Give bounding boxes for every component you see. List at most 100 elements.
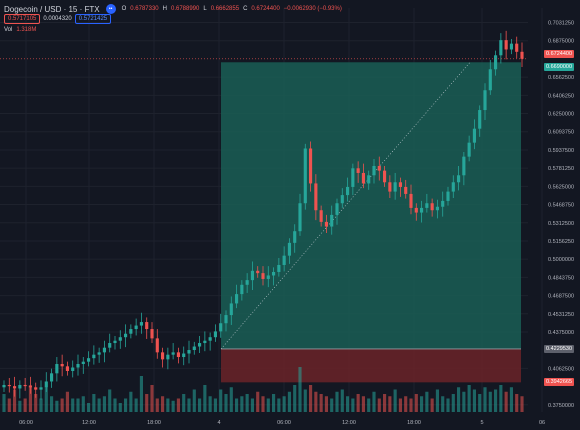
volume-bar — [245, 394, 249, 412]
low-value: 0.6662855 — [210, 6, 240, 12]
volume-bar — [18, 400, 22, 412]
candle-body — [404, 186, 408, 194]
candle-body — [28, 386, 32, 388]
volume-bar — [192, 389, 196, 412]
candle-body — [92, 354, 96, 359]
candle-body — [330, 214, 334, 227]
candle-body — [499, 40, 503, 56]
y-tick-label: 0.4687500 — [548, 294, 574, 300]
volume-bar — [319, 394, 323, 412]
candle-body — [409, 193, 413, 208]
candle-body — [34, 387, 38, 390]
candle-body — [483, 90, 487, 111]
candle-body — [287, 242, 291, 256]
low-label: L — [203, 6, 207, 12]
candle-body — [435, 206, 439, 211]
candle-body — [171, 352, 175, 355]
x-tick-label: 06:00 — [19, 420, 33, 426]
current-price-tag: 0.6724400 — [544, 50, 574, 59]
candle-body — [335, 203, 339, 215]
trade-path-line — [220, 62, 471, 350]
candle-body — [351, 168, 355, 187]
candle-body — [187, 350, 191, 354]
volume-bar — [224, 394, 228, 412]
volume-bar — [435, 389, 439, 412]
volume-bar — [208, 396, 212, 412]
volume-bar — [272, 394, 276, 412]
candle-body — [176, 352, 180, 358]
candle-body — [446, 191, 450, 201]
volume-bar — [28, 385, 32, 412]
volume-bar — [203, 385, 207, 412]
volume-bar — [44, 387, 48, 412]
candle-body — [50, 373, 54, 382]
volume-bar — [351, 398, 355, 412]
x-tick-label: 18:00 — [407, 420, 421, 426]
y-tick-label: 0.6406250 — [548, 93, 574, 99]
volume-bar — [108, 389, 112, 412]
candle-body — [319, 210, 323, 222]
candle-body — [430, 203, 434, 211]
candle-body — [388, 182, 392, 192]
candle-body — [356, 168, 360, 173]
y-tick-label: 0.4375000 — [548, 330, 574, 336]
volume-bar — [124, 398, 128, 412]
y-tick-label: 0.4531250 — [548, 312, 574, 318]
candle-body — [219, 323, 223, 332]
candle-body — [60, 364, 64, 367]
volume-bar — [229, 387, 233, 412]
buy-button[interactable]: 0.5721425 — [74, 14, 112, 24]
candle-body — [467, 142, 471, 157]
volume-bar — [451, 394, 455, 412]
candle-body — [76, 364, 80, 368]
volume-bar — [372, 391, 376, 412]
x-tick-label: 4 — [217, 420, 220, 426]
candle-body — [235, 294, 239, 304]
candle-body — [7, 384, 11, 387]
y-tick-label: 0.6250000 — [548, 112, 574, 118]
volume-bar — [472, 389, 476, 412]
y-tick-label: 0.5312500 — [548, 221, 574, 227]
volume-bar — [129, 391, 133, 412]
volume-bar — [261, 396, 265, 412]
candle-body — [383, 170, 387, 183]
candle-body — [520, 51, 524, 59]
volume-bar — [515, 394, 519, 412]
candle-body — [44, 381, 48, 388]
symbol-title[interactable]: Dogecoin / USD · 15 · FTX — [4, 4, 100, 14]
volume-value: 1.318M — [16, 27, 37, 33]
y-tick-label: 0.4062500 — [548, 366, 574, 372]
candle-body — [504, 40, 508, 50]
candle-body — [282, 255, 286, 265]
candle-body — [377, 165, 381, 171]
candle-body — [224, 315, 228, 324]
candle-body — [108, 343, 112, 348]
candle-body — [509, 43, 513, 50]
volume-bar — [250, 398, 254, 412]
volume-bar — [266, 398, 270, 412]
candle-body — [272, 271, 276, 276]
candle-body — [240, 284, 244, 295]
volume-bar — [377, 398, 381, 412]
volume-bar — [488, 391, 492, 412]
target-price-tag: 0.6690000 — [544, 62, 574, 71]
candle-body — [293, 231, 297, 243]
volume-bar — [504, 391, 508, 412]
profit-zone — [221, 62, 521, 349]
volume-bar — [13, 389, 17, 412]
sell-button[interactable]: 0.5717105 — [4, 14, 41, 24]
high-label: H — [162, 6, 167, 12]
x-tick-label: 06:00 — [277, 420, 291, 426]
candle-body — [23, 384, 27, 387]
candle-body — [134, 325, 138, 330]
volume-bar — [92, 394, 96, 412]
candle-body — [451, 182, 455, 192]
candle-body — [414, 207, 418, 213]
candle-body — [494, 55, 498, 70]
volume-bar — [414, 394, 418, 412]
volume-bar — [393, 389, 397, 412]
candle-body — [478, 110, 482, 129]
volume-bar — [314, 391, 318, 412]
candle-body — [71, 367, 75, 371]
